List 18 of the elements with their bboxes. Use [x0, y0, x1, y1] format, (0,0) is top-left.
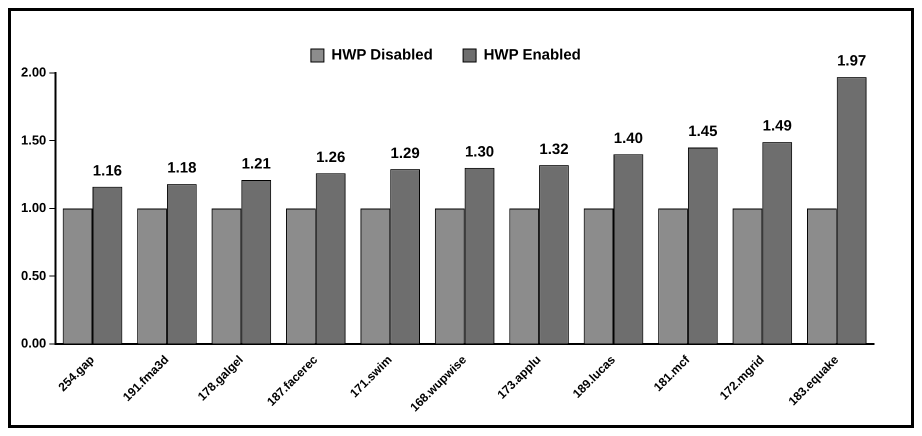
data-label: 1.29	[390, 144, 420, 162]
data-label: 1.40	[614, 130, 643, 147]
y-tick-label: 0.00	[20, 336, 46, 351]
data-label: 1.30	[464, 143, 494, 160]
y-tick-label: 0.50	[20, 268, 46, 283]
data-label: 1.21	[242, 156, 271, 173]
data-label: 1.49	[762, 118, 792, 135]
data-label: 1.16	[92, 162, 122, 180]
data-label: 1.26	[316, 148, 346, 166]
data-label: 1.18	[167, 160, 196, 177]
legend-label: HWP Disabled	[331, 46, 433, 64]
data-label: 1.97	[837, 52, 866, 70]
data-label: 1.45	[688, 123, 718, 140]
y-tick-label: 1.00	[20, 200, 46, 216]
y-tick-label: 1.50	[20, 132, 46, 148]
legend-label: HWP Enabled	[484, 46, 581, 64]
y-tick-label: 2.00	[20, 64, 46, 80]
data-label: 1.32	[539, 140, 569, 158]
